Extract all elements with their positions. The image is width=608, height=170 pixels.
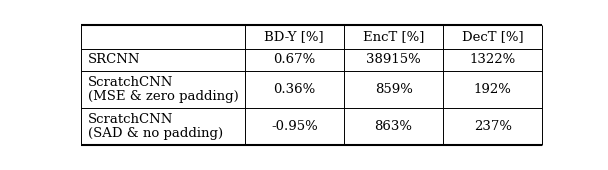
Text: 192%: 192% — [474, 83, 512, 96]
Text: ScratchCNN: ScratchCNN — [88, 75, 173, 89]
Text: 1322%: 1322% — [470, 53, 516, 66]
Text: EncT [%]: EncT [%] — [363, 31, 424, 44]
Text: (SAD & no padding): (SAD & no padding) — [88, 127, 223, 140]
Text: (MSE & zero padding): (MSE & zero padding) — [88, 90, 238, 103]
Text: 237%: 237% — [474, 120, 512, 133]
Text: 0.36%: 0.36% — [273, 83, 316, 96]
Text: 863%: 863% — [375, 120, 413, 133]
Text: BD-Y [%]: BD-Y [%] — [264, 31, 324, 44]
Text: 0.67%: 0.67% — [273, 53, 316, 66]
Text: 859%: 859% — [375, 83, 412, 96]
Text: ScratchCNN: ScratchCNN — [88, 113, 173, 126]
Text: 38915%: 38915% — [366, 53, 421, 66]
Text: DecT [%]: DecT [%] — [462, 31, 523, 44]
Text: SRCNN: SRCNN — [88, 53, 140, 66]
Text: -0.95%: -0.95% — [271, 120, 317, 133]
